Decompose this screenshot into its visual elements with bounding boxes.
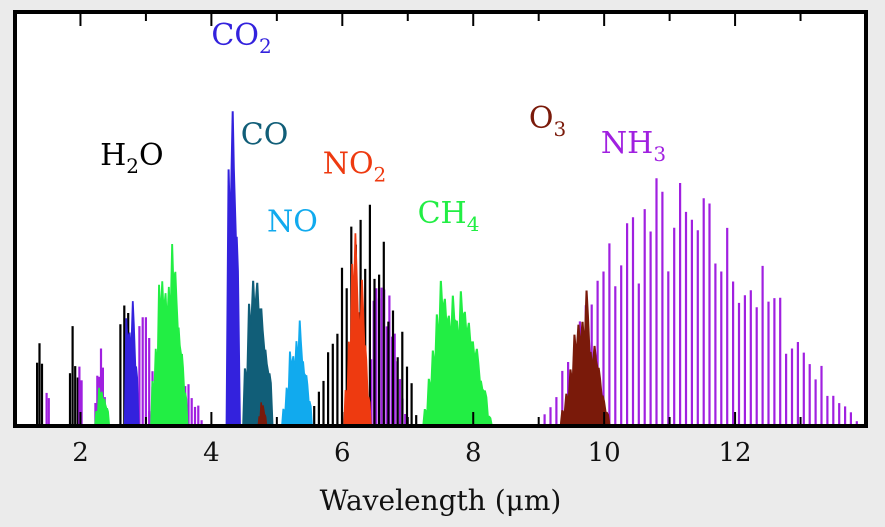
label-o3: O3 [529, 101, 566, 141]
x-tick-label: 10 [588, 438, 621, 468]
series-ch4 [93, 244, 495, 427]
plot-frame [13, 10, 868, 428]
band-mark [420, 280, 495, 427]
label-co: CO [241, 118, 289, 153]
x-tick-label: 4 [203, 438, 220, 468]
x-tick-label: 8 [465, 438, 482, 468]
label-no2: NO2 [323, 147, 387, 187]
band-mark [240, 280, 276, 427]
label-co2: CO2 [211, 18, 271, 58]
label-ch4: CH4 [418, 196, 480, 236]
series-co [240, 280, 276, 427]
x-axis-title: Wavelength (μm) [320, 484, 562, 517]
band-mark [341, 233, 374, 427]
band-mark [148, 244, 190, 427]
x-tick-label: 12 [719, 438, 752, 468]
label-h2o: H2O [100, 138, 164, 178]
series-no [279, 320, 315, 427]
series-no2 [341, 233, 374, 427]
label-no: NO [267, 204, 318, 239]
band-mark [557, 290, 613, 427]
plot-area [13, 10, 868, 428]
x-tick-label: 2 [72, 438, 89, 468]
band-mark [279, 320, 315, 427]
x-tick-label: 6 [334, 438, 351, 468]
x-axis: 2 4 6 8 10 12 [14, 14, 867, 468]
series-o3 [257, 290, 613, 427]
label-nh3: NH3 [601, 126, 666, 166]
